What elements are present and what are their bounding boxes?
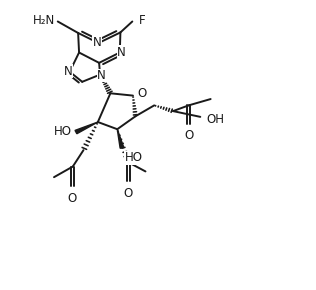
Text: OH: OH xyxy=(207,113,225,126)
Text: HO: HO xyxy=(125,151,143,164)
Text: O: O xyxy=(137,87,147,100)
Text: O: O xyxy=(68,191,77,204)
Text: H₂N: H₂N xyxy=(33,14,55,28)
Text: N: N xyxy=(64,65,72,78)
Text: N: N xyxy=(93,36,101,49)
Text: HO: HO xyxy=(54,125,72,138)
Text: O: O xyxy=(185,130,194,142)
Polygon shape xyxy=(117,129,124,148)
Text: N: N xyxy=(97,69,106,82)
Text: O: O xyxy=(124,187,133,200)
Text: F: F xyxy=(139,14,146,28)
Polygon shape xyxy=(75,122,98,134)
Text: N: N xyxy=(117,46,126,59)
